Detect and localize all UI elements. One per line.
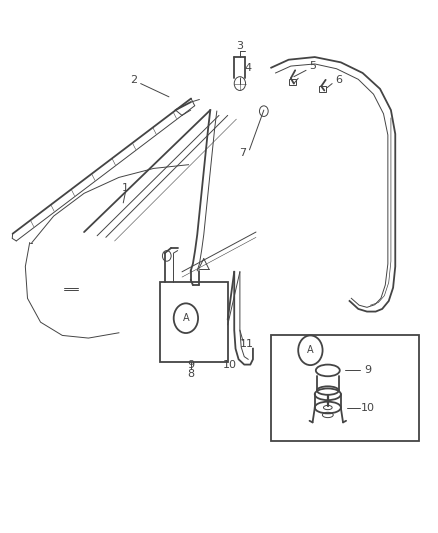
Bar [160, 282, 228, 362]
Text: 1: 1 [122, 183, 129, 193]
Bar [289, 79, 297, 85]
Bar [271, 335, 419, 441]
Bar [319, 86, 326, 92]
Text: 8: 8 [187, 369, 194, 378]
Text: 2: 2 [131, 75, 138, 85]
Text: 7: 7 [240, 148, 247, 158]
Text: 4: 4 [244, 63, 251, 72]
Text: 11: 11 [240, 339, 254, 349]
Text: 9: 9 [187, 360, 194, 369]
Text: 5: 5 [309, 61, 316, 71]
Text: 10: 10 [361, 402, 375, 413]
Text: 6: 6 [335, 75, 342, 85]
Text: 9: 9 [364, 366, 371, 375]
Text: 3: 3 [237, 42, 244, 52]
Text: 10: 10 [223, 360, 237, 369]
Text: A: A [183, 313, 189, 323]
Text: A: A [307, 345, 314, 356]
